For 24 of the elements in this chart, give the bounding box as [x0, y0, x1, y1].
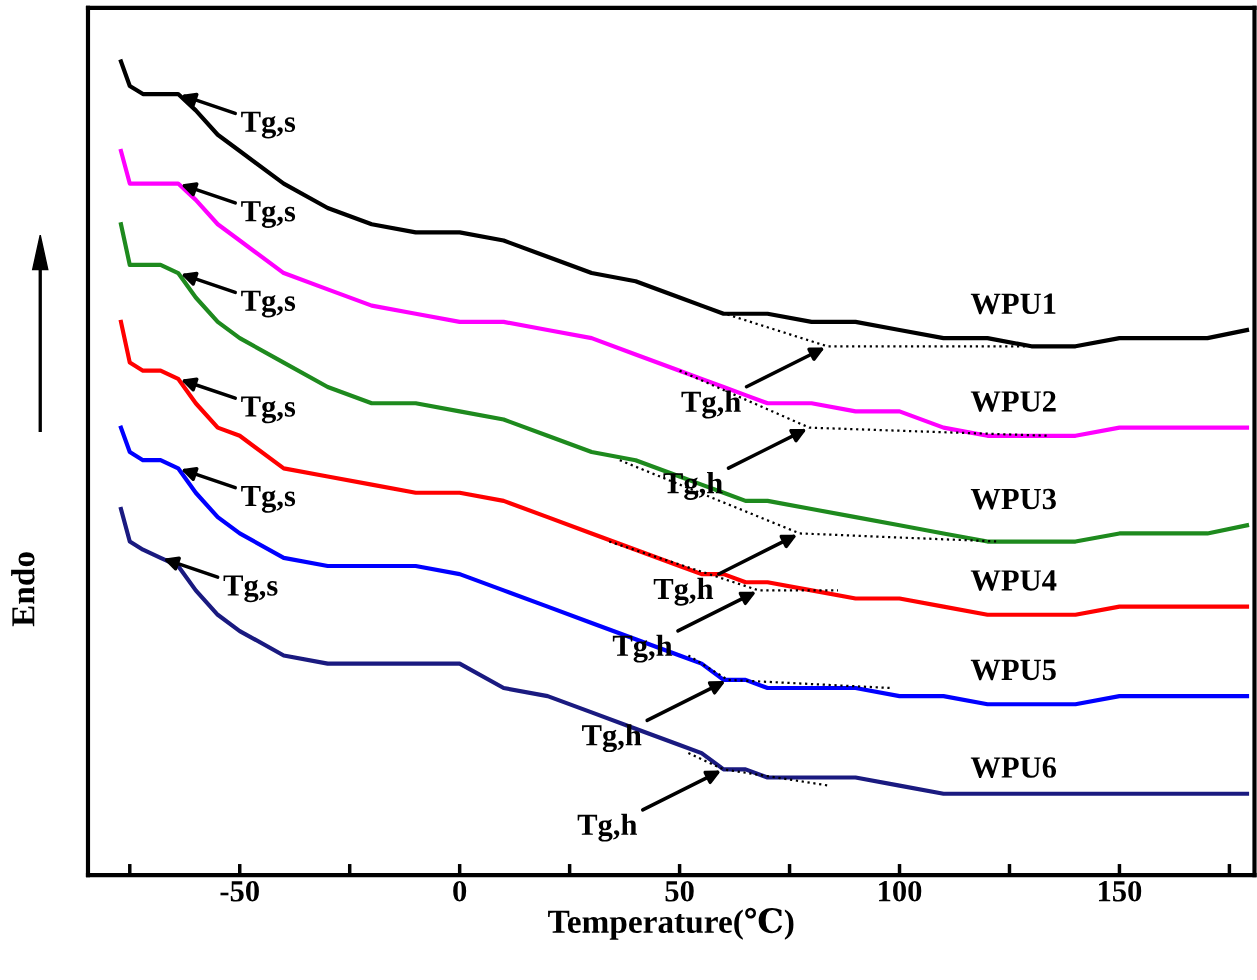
x-tick-label: 150	[1098, 880, 1142, 902]
annotation: Tg,s	[241, 201, 296, 228]
series-label: WPU3	[970, 488, 1056, 510]
x-tick-label: 50	[665, 880, 694, 902]
annotation: Tg,h	[612, 634, 673, 663]
annotation: Tg,h	[681, 390, 741, 419]
annotation: Tg,s	[241, 111, 296, 139]
x-tick-label: -50	[220, 880, 259, 902]
annotation: Tg,s	[241, 396, 296, 424]
y-axis-title: Endo	[11, 552, 35, 627]
annotation: Tg,h	[653, 577, 714, 606]
annotation: Tg,h	[582, 724, 642, 753]
series-label: WPU5	[970, 659, 1056, 681]
series-label: WPU2	[970, 391, 1056, 412]
series-label: WPU1	[970, 293, 1056, 315]
x-tick-label: 0	[453, 880, 467, 902]
series-label: WPU6	[970, 757, 1057, 778]
annotation: Tg,h	[577, 813, 638, 842]
annotation: Tg,s	[241, 290, 296, 318]
x-axis-title: Temperature(℃)	[548, 907, 794, 940]
annotation: Tg,s	[223, 575, 278, 603]
annotation: Tg,s	[241, 485, 296, 513]
series-label: WPU4	[970, 570, 1057, 591]
x-tick-label: 100	[879, 880, 922, 902]
